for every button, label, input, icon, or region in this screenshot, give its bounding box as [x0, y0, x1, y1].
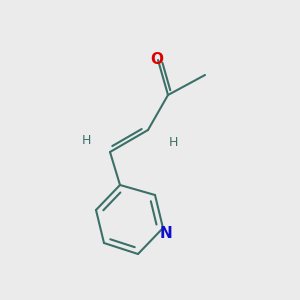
- Text: H: H: [168, 136, 178, 149]
- Text: N: N: [160, 226, 172, 241]
- Text: O: O: [151, 52, 164, 67]
- Text: H: H: [81, 134, 91, 148]
